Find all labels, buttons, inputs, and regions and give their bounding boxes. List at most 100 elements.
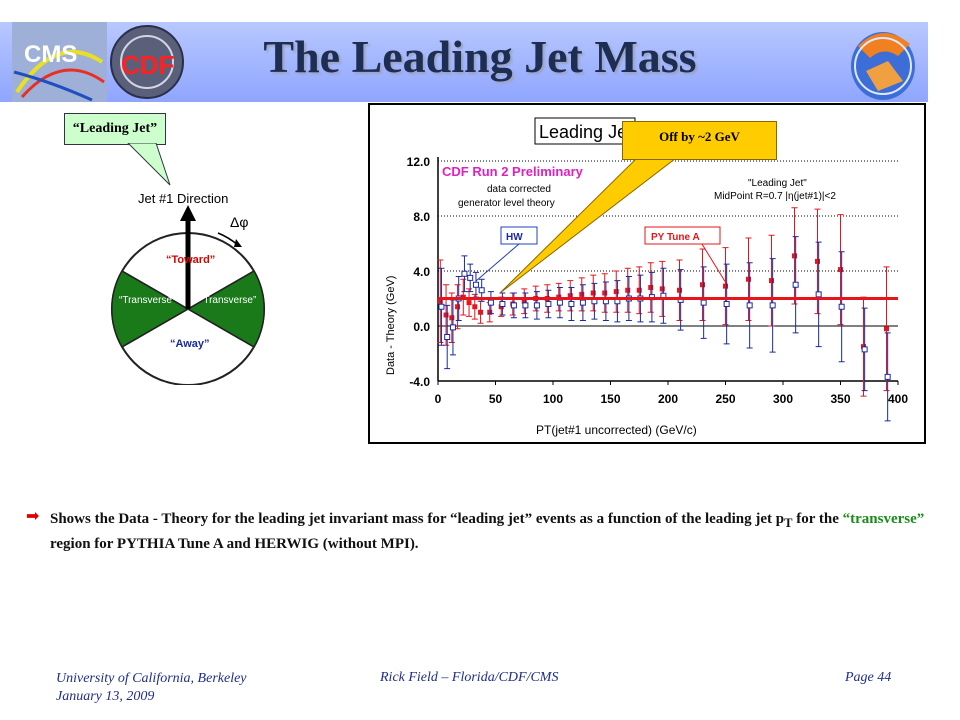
leading-jet-annotation: "Leading Jet" <box>748 178 807 189</box>
hw-point <box>461 270 468 277</box>
transverse-right-label: “Transverse” <box>200 295 256 306</box>
py-point <box>521 298 527 304</box>
x-tick-label: 0 <box>435 392 442 406</box>
py-point <box>487 309 493 315</box>
py-point <box>659 286 665 292</box>
hw-label: HW <box>506 232 523 243</box>
y-tick-label: 0.0 <box>413 320 430 334</box>
cdf-logo: CDF <box>110 25 184 99</box>
x-tick-label: 150 <box>600 392 620 406</box>
py-point <box>648 285 654 290</box>
summary-text: Shows the Data - Theory for the leading … <box>50 509 930 555</box>
jet-direction-label: Jet #1 Direction <box>138 191 228 206</box>
x-tick-label: 250 <box>715 392 735 406</box>
y-axis-label: Data - Theory (GeV) <box>385 276 397 375</box>
py-point <box>567 293 573 299</box>
event-topology-diagram: Jet #1 Direction Δφ “Toward” “Transverse… <box>111 191 265 385</box>
footer-page: Page 44 <box>845 670 892 685</box>
hw-point <box>769 302 776 309</box>
hw-point <box>545 301 552 307</box>
py-point <box>838 267 843 273</box>
transverse-left-label: “Transverse” <box>119 295 175 306</box>
hw-point <box>472 281 479 288</box>
py-point <box>723 283 728 289</box>
hw-point <box>533 302 540 309</box>
hw-point <box>792 281 799 288</box>
py-point <box>792 253 797 259</box>
leading-jet-callout: “Leading Jet” <box>64 113 166 145</box>
delta-phi-label: Δφ <box>230 214 248 230</box>
hw-point <box>568 301 575 307</box>
generator-level-label: generator level theory <box>458 198 555 209</box>
hw-point <box>746 302 753 309</box>
py-point <box>443 312 449 318</box>
hw-point <box>579 299 586 306</box>
summary-text-part3: region for PYTHIA Tune A and HERWIG (wit… <box>50 536 419 552</box>
x-tick-label: 350 <box>830 392 850 406</box>
summary-text-subscript: T <box>784 516 793 530</box>
hw-point <box>487 299 494 306</box>
cms-logo-text: CMS <box>24 41 77 68</box>
py-point <box>472 304 478 310</box>
hw-point <box>723 301 730 307</box>
data-corrected-label: data corrected <box>487 184 551 195</box>
y-tick-label: -4.0 <box>409 375 430 389</box>
transverse-right-region <box>186 269 265 349</box>
footer-left: University of California, Berkeley Janua… <box>56 670 247 706</box>
summary-text-part2: for the <box>792 511 843 527</box>
py-point <box>579 291 585 297</box>
hw-point <box>499 301 506 307</box>
hw-point <box>861 346 868 353</box>
chart-title-box <box>534 117 636 145</box>
midpoint-annotation: MidPoint R=0.7 |η(jet#1)|<2 <box>714 191 836 202</box>
y-tick-label: 8.0 <box>413 210 430 224</box>
data-theory-chart: Leading Je -4.0 0.0 4.0 8.0 12.0 0 50 100 150 200… <box>368 103 926 444</box>
x-axis-label: PT(jet#1 uncorrected) (GeV/c) <box>536 423 697 437</box>
py-point <box>700 282 705 288</box>
hw-point <box>700 299 707 306</box>
hw-point <box>449 324 456 331</box>
py-point <box>613 289 619 295</box>
py-point <box>815 258 820 264</box>
x-tick-label: 300 <box>773 392 793 406</box>
hw-point <box>522 302 529 309</box>
hw-point <box>467 274 474 281</box>
footer-university: University of California, Berkeley <box>56 671 247 686</box>
off-by-callout-pointer <box>499 155 681 294</box>
page-title: The Leading Jet Mass <box>263 31 697 82</box>
preliminary-label: CDF Run 2 Preliminary <box>442 164 584 179</box>
florida-logo <box>851 32 915 100</box>
hw-point <box>478 287 485 294</box>
away-region-label: “Away” <box>170 338 210 350</box>
py-point <box>677 287 682 293</box>
summary-text-part1: Shows the Data - Theory for the leading … <box>50 511 785 527</box>
py-label: PY Tune A <box>651 232 700 243</box>
py-point <box>590 290 596 296</box>
hw-point <box>884 373 891 380</box>
off-by-callout: Off by ~2 GeV <box>622 121 777 160</box>
transverse-left-region <box>111 269 190 349</box>
footer-date: January 13, 2009 <box>56 689 155 704</box>
bullet-arrow-icon: ➡ <box>26 508 40 525</box>
py-point <box>455 304 461 310</box>
hw-point <box>556 299 563 306</box>
cms-logo: CMS <box>12 22 107 102</box>
x-tick-label: 100 <box>543 392 563 406</box>
hw-point <box>510 302 517 309</box>
y-tick-label: 12.0 <box>407 155 431 169</box>
x-tick-label: 50 <box>489 392 503 406</box>
py-point <box>884 326 889 332</box>
x-tick-label: 400 <box>888 392 908 406</box>
py-point <box>466 300 472 306</box>
hw-point <box>444 334 451 340</box>
x-tick-label: 200 <box>658 392 678 406</box>
py-point <box>625 287 631 293</box>
cdf-logo-text: CDF <box>121 50 174 80</box>
hw-point <box>438 303 445 310</box>
hw-point <box>815 291 822 298</box>
py-point <box>636 287 642 293</box>
py-label-box <box>644 226 721 245</box>
py-point <box>437 298 443 304</box>
py-point <box>602 290 608 296</box>
hw-point <box>838 303 845 310</box>
